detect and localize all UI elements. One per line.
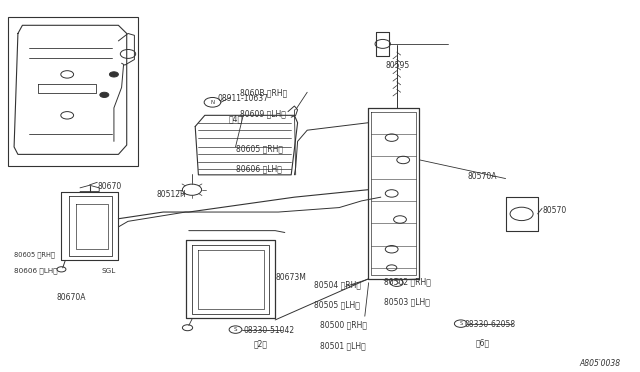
Text: 80673M: 80673M bbox=[275, 273, 306, 282]
Text: S: S bbox=[234, 327, 237, 332]
Text: 80609 〈LH〉: 80609 〈LH〉 bbox=[240, 110, 286, 119]
Text: 〈2〉: 〈2〉 bbox=[254, 339, 268, 348]
Text: S: S bbox=[460, 321, 462, 326]
Text: 08911-10637: 08911-10637 bbox=[218, 94, 269, 103]
Text: 80595: 80595 bbox=[385, 61, 410, 70]
Text: 80605 〈RH〉: 80605 〈RH〉 bbox=[236, 144, 282, 153]
Text: 08330-51042: 08330-51042 bbox=[243, 326, 294, 335]
Text: 80504 〈RH〉: 80504 〈RH〉 bbox=[314, 280, 360, 289]
Text: 80606 〈LH〉: 80606 〈LH〉 bbox=[236, 165, 282, 174]
Text: 80570A: 80570A bbox=[467, 172, 497, 181]
Text: 〈4〉: 〈4〉 bbox=[228, 115, 243, 124]
Text: 80512H: 80512H bbox=[157, 190, 186, 199]
Text: 〈6〉: 〈6〉 bbox=[476, 339, 490, 347]
Text: S: S bbox=[396, 280, 398, 285]
Text: 80500 〈RH〉: 80500 〈RH〉 bbox=[320, 321, 367, 330]
Text: 80502 〈RH〉: 80502 〈RH〉 bbox=[384, 277, 431, 286]
FancyBboxPatch shape bbox=[8, 17, 138, 166]
Circle shape bbox=[100, 92, 109, 97]
Text: 8060B 〈RH〉: 8060B 〈RH〉 bbox=[240, 89, 287, 97]
Text: A805′0038: A805′0038 bbox=[580, 359, 621, 368]
Text: 80505 〈LH〉: 80505 〈LH〉 bbox=[314, 301, 360, 310]
Text: 80670: 80670 bbox=[97, 182, 122, 190]
Text: N: N bbox=[211, 100, 214, 105]
Text: 80670A: 80670A bbox=[56, 293, 86, 302]
Text: SGL: SGL bbox=[101, 268, 115, 274]
Text: 80501 〈LH〉: 80501 〈LH〉 bbox=[320, 341, 365, 350]
Text: 80570: 80570 bbox=[543, 206, 567, 215]
Text: 80606 〈LH〉: 80606 〈LH〉 bbox=[14, 268, 58, 275]
Circle shape bbox=[109, 72, 118, 77]
Text: 80605 〈RH〉: 80605 〈RH〉 bbox=[14, 251, 55, 258]
Text: 08330-62058: 08330-62058 bbox=[465, 320, 516, 329]
Text: 80503 〈LH〉: 80503 〈LH〉 bbox=[384, 298, 430, 307]
